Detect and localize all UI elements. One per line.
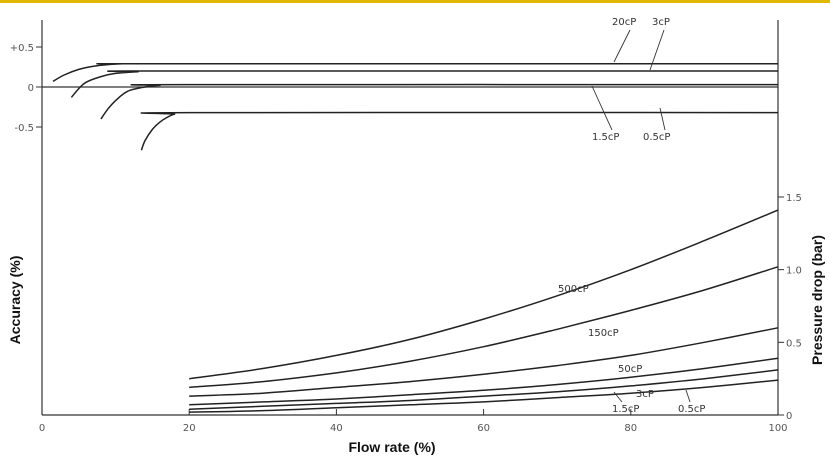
pressure-label-500cP: 500cP: [558, 284, 589, 295]
x-tick-label: 100: [768, 423, 787, 434]
label-leader: [591, 85, 613, 131]
label-leader: [613, 29, 631, 63]
label-leader: [649, 29, 665, 71]
curve-labels: 20cP 3cP 1.5cP 0.5cP 500cP 150cP 50cP 3cP 1.5cP 0…: [558, 17, 705, 415]
left-tick-label: +0.5: [10, 43, 34, 54]
right-tick-label: 0.5: [786, 338, 802, 349]
x-axis-title: Flow rate (%): [348, 439, 435, 455]
pressure-curve-0-5cP: [189, 379, 779, 413]
pressure-drop-curves: [189, 209, 779, 413]
top-rule: [0, 0, 830, 3]
right-tick-label: 1.5: [786, 193, 802, 204]
left-axis-title: Accuracy (%): [7, 256, 23, 345]
x-tick-label: 40: [330, 423, 343, 434]
label-leader: [659, 107, 666, 131]
x-tick-label: 0: [39, 423, 45, 434]
accuracy-label-1-5cP: 1.5cP: [592, 132, 619, 143]
pressure-label-150cP: 150cP: [588, 328, 619, 339]
pressure-label-1-5cP: 1.5cP: [612, 404, 639, 415]
label-leader: [613, 391, 623, 403]
pressure-curve-1-5cP: [189, 369, 779, 410]
accuracy-label-20cP: 20cP: [612, 17, 636, 28]
x-tick-label: 60: [477, 423, 490, 434]
accuracy-curve-1-5cP: [100, 83, 779, 120]
accuracy-curves: [52, 63, 779, 151]
right-tick-label: 0: [786, 411, 792, 422]
right-tick-label: 1.0: [786, 266, 802, 277]
accuracy-label-3cP: 3cP: [652, 17, 670, 28]
pressure-curve-150cP: [189, 266, 779, 389]
label-leader: [685, 389, 691, 403]
accuracy-curve-3cP: [70, 70, 779, 98]
pressure-label-50cP: 50cP: [618, 364, 642, 375]
accuracy-label-0-5cP: 0.5cP: [643, 132, 670, 143]
x-tick-label: 80: [624, 423, 637, 434]
pressure-curve-3cP: [189, 357, 779, 406]
left-tick-label: -0.5: [14, 123, 34, 134]
right-axis-title: Pressure drop (bar): [809, 235, 825, 365]
pressure-curve-50cP: [189, 327, 779, 397]
pressure-label-0-5cP: 0.5cP: [678, 404, 705, 415]
accuracy-curve-20cP: [52, 63, 778, 83]
accuracy-curve-0-5cP: [140, 111, 779, 151]
left-tick-label: 0: [28, 83, 34, 94]
pressure-label-3cP: 3cP: [636, 389, 654, 400]
x-tick-label: 20: [183, 423, 196, 434]
axes: 0 20 40 60 80 100 +0.5 0 -0.5 1.5 1.0 0.5 0: [10, 20, 802, 434]
pressure-curve-500cP: [189, 209, 779, 380]
